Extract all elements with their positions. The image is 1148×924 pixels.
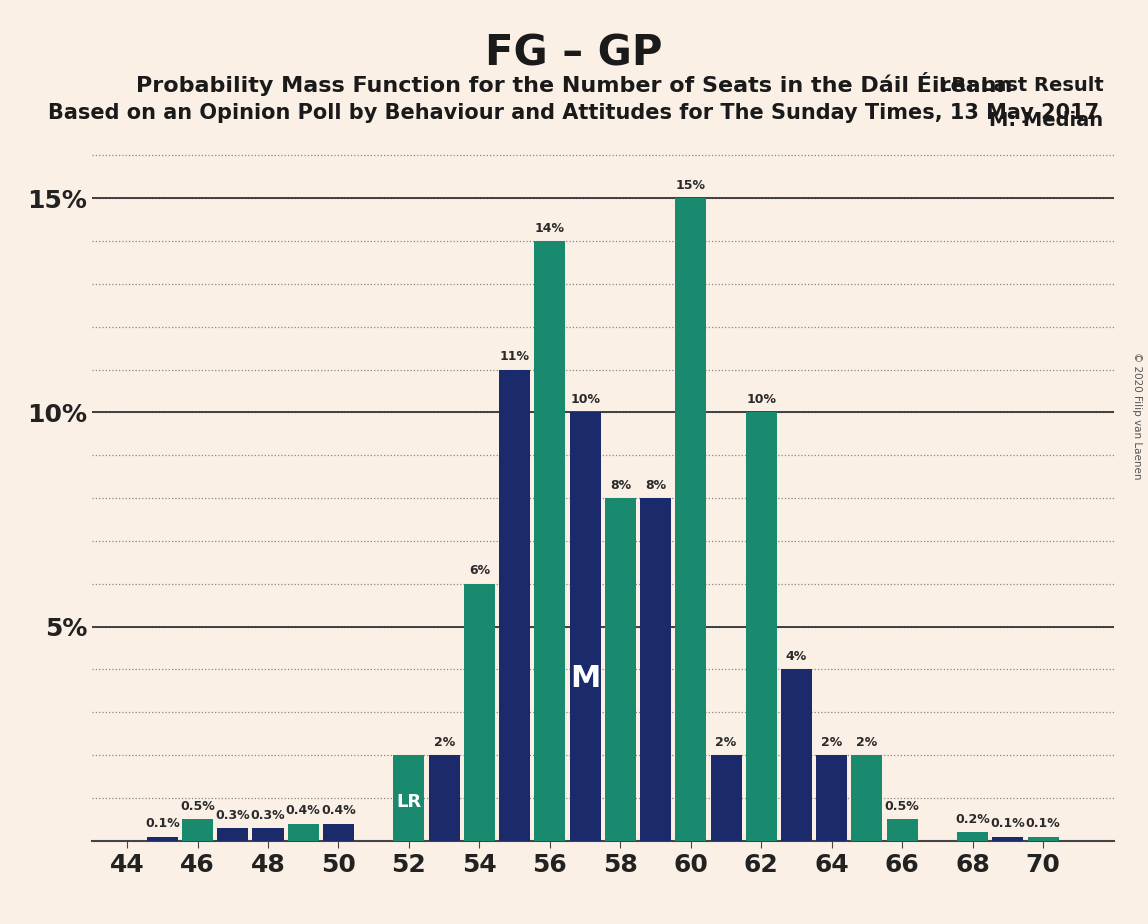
Bar: [1027, 836, 1058, 841]
Text: 0.5%: 0.5%: [180, 800, 215, 813]
Bar: [746, 412, 777, 841]
Text: 10%: 10%: [746, 393, 776, 406]
Text: © 2020 Filip van Laenen: © 2020 Filip van Laenen: [1132, 352, 1142, 480]
Text: LR: LR: [396, 794, 421, 811]
Bar: [886, 820, 917, 841]
Text: FG – GP: FG – GP: [486, 32, 662, 74]
Text: 15%: 15%: [676, 179, 706, 192]
Bar: [816, 755, 847, 841]
Text: 14%: 14%: [535, 222, 565, 235]
Bar: [183, 820, 214, 841]
Bar: [675, 199, 706, 841]
Text: 0.2%: 0.2%: [955, 813, 990, 826]
Bar: [217, 828, 248, 841]
Bar: [957, 833, 988, 841]
Bar: [147, 836, 178, 841]
Text: 8%: 8%: [610, 479, 631, 492]
Text: 10%: 10%: [571, 393, 600, 406]
Text: 0.3%: 0.3%: [250, 808, 286, 821]
Text: 0.1%: 0.1%: [1025, 817, 1061, 830]
Bar: [288, 823, 319, 841]
Bar: [394, 755, 425, 841]
Bar: [781, 670, 812, 841]
Bar: [534, 241, 565, 841]
Text: 11%: 11%: [499, 350, 529, 363]
Text: 8%: 8%: [645, 479, 666, 492]
Bar: [464, 584, 495, 841]
Bar: [605, 498, 636, 841]
Bar: [852, 755, 883, 841]
Bar: [641, 498, 672, 841]
Text: 0.1%: 0.1%: [145, 817, 180, 830]
Text: 0.4%: 0.4%: [321, 804, 356, 818]
Bar: [499, 370, 530, 841]
Bar: [569, 412, 600, 841]
Bar: [711, 755, 742, 841]
Bar: [253, 828, 284, 841]
Text: 0.5%: 0.5%: [885, 800, 920, 813]
Text: Probability Mass Function for the Number of Seats in the Dáil Éireann: Probability Mass Function for the Number…: [135, 72, 1013, 96]
Bar: [323, 823, 354, 841]
Bar: [428, 755, 459, 841]
Text: Based on an Opinion Poll by Behaviour and Attitudes for The Sunday Times, 13 May: Based on an Opinion Poll by Behaviour an…: [48, 103, 1100, 124]
Text: 0.4%: 0.4%: [286, 804, 320, 818]
Text: LR: Last Result: LR: Last Result: [939, 76, 1103, 95]
Text: 0.3%: 0.3%: [216, 808, 250, 821]
Text: 4%: 4%: [786, 650, 807, 663]
Text: 2%: 2%: [715, 736, 737, 748]
Text: 6%: 6%: [468, 565, 490, 578]
Text: 2%: 2%: [821, 736, 843, 748]
Bar: [992, 836, 1023, 841]
Text: 2%: 2%: [434, 736, 455, 748]
Text: M: M: [569, 663, 600, 693]
Text: M: Median: M: Median: [990, 112, 1103, 130]
Text: 2%: 2%: [856, 736, 877, 748]
Text: 0.1%: 0.1%: [991, 817, 1025, 830]
